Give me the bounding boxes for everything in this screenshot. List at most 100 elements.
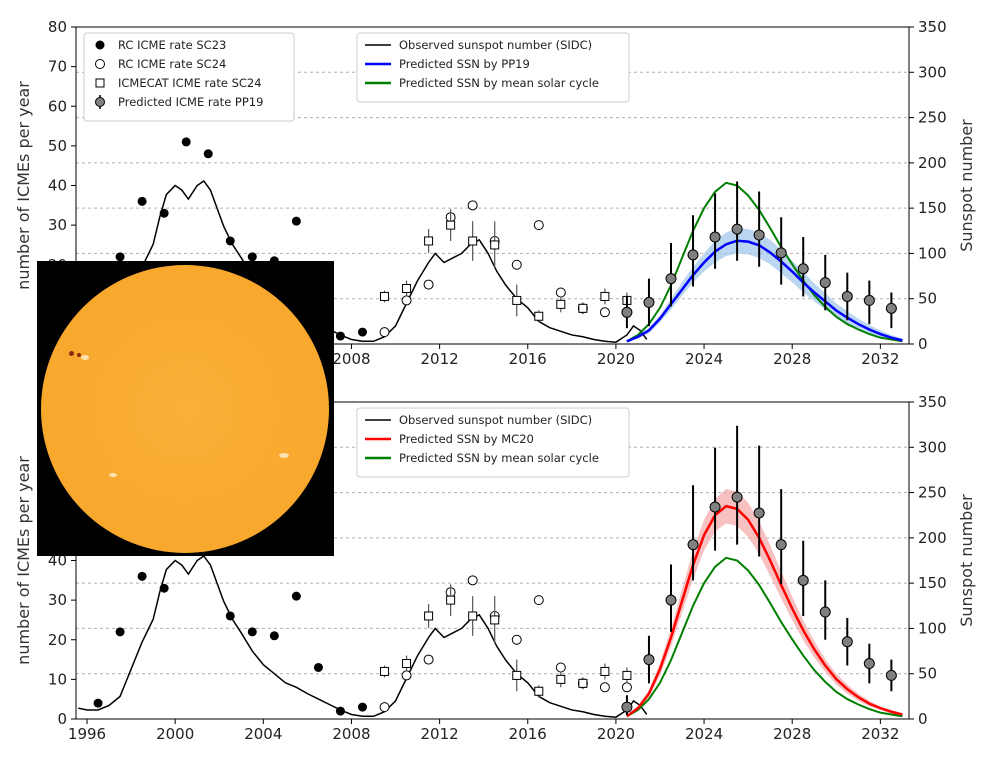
line-legend-box: [356, 32, 630, 103]
icmecat-sc24-point: [512, 670, 522, 680]
legend-predicted-marker: [95, 97, 105, 107]
y-left-tick-label: 10: [48, 670, 67, 688]
x-tick-label: 2032: [861, 350, 899, 368]
mean-cycle-ssn-line: [626, 181, 903, 343]
icmecat-sc24-point: [446, 595, 456, 605]
x-tick-label: 2004: [244, 725, 282, 743]
rc-sc24-point: [621, 682, 632, 693]
y-right-tick-label: 350: [918, 18, 947, 36]
rc-sc23-point: [335, 331, 345, 341]
observed-ssn-line: [78, 554, 648, 718]
y-right-tick-label: 200: [918, 154, 947, 172]
rc-sc24-point: [533, 220, 544, 231]
facula-icon: [109, 473, 117, 477]
icmecat-sc24-point: [622, 670, 632, 680]
rc-sc23-point: [137, 571, 147, 581]
icmecat-sc24-point: [600, 666, 610, 676]
icmecat-sc24-point: [490, 240, 500, 250]
rc-sc23-point: [247, 252, 257, 262]
rc-sc24-point: [511, 259, 522, 270]
y-left-tick-label: 80: [48, 18, 67, 36]
rc-sc24-point: [555, 287, 566, 298]
sun-disk-icon: [41, 265, 329, 553]
x-tick-label: 2008: [332, 350, 370, 368]
facula-icon: [81, 355, 89, 360]
legend-line-label: Predicted SSN by mean solar cycle: [399, 451, 599, 465]
y-left-tick-label: 40: [48, 552, 67, 570]
x-tick-label: 2024: [685, 350, 723, 368]
y-left-tick-label: 50: [48, 137, 67, 155]
x-tick-label: 2020: [597, 725, 635, 743]
y-left-axis-label: number of ICMEs per year: [14, 81, 33, 290]
line-legend-box: [356, 407, 630, 478]
x-tick-label: 2000: [156, 725, 194, 743]
x-tick-label: 2028: [773, 725, 811, 743]
y-right-tick-label: 250: [918, 109, 947, 127]
legend-line-label: Observed sunspot number (SIDC): [399, 413, 592, 427]
x-tick-label: 2024: [685, 725, 723, 743]
rc-sc24-point: [401, 670, 412, 681]
x-tick-label: 1996: [68, 725, 106, 743]
rc-sc23-point: [115, 252, 125, 262]
predicted-icme-point: [841, 636, 853, 648]
rc-sc23-point: [357, 327, 367, 337]
predicted-icme-point: [797, 574, 809, 586]
rc-sc23-point: [313, 662, 323, 672]
icmecat-sc24-point: [402, 659, 412, 669]
sunspot-icon: [77, 353, 81, 357]
predicted-icme-point: [753, 229, 765, 241]
facula-icon: [279, 453, 289, 458]
rc-sc24-point: [511, 634, 522, 645]
rc-sc23-point: [159, 583, 169, 593]
y-right-tick-label: 200: [918, 529, 947, 547]
icmecat-sc24-point: [534, 311, 544, 321]
predicted-icme-point: [709, 231, 721, 243]
rc-sc24-point: [599, 307, 610, 318]
x-tick-label: 2012: [421, 350, 459, 368]
predicted-icme-point: [797, 263, 809, 275]
y-left-tick-label: 20: [48, 631, 67, 649]
icmecat-sc24-point: [446, 220, 456, 230]
predicted-icme-point: [753, 507, 765, 519]
icmecat-sc24-point: [556, 674, 566, 684]
predicted-icme-point: [709, 501, 721, 513]
rc-sc24-point: [401, 295, 412, 306]
legend-line-label: Predicted SSN by mean solar cycle: [399, 76, 599, 90]
y-right-tick-label: 150: [918, 199, 947, 217]
legend-marker-label: RC ICME rate SC24: [118, 57, 226, 71]
rc-sc23-point: [93, 698, 103, 708]
rc-sc23-point: [181, 137, 191, 147]
y-right-tick-label: 50: [918, 665, 937, 683]
icmecat-sc24-point: [556, 299, 566, 309]
rc-sc23-point: [203, 149, 213, 159]
predicted-icme-point: [863, 658, 875, 670]
rc-sc23-point: [115, 627, 125, 637]
predicted-icme-point: [643, 654, 655, 666]
icmecat-sc24-point: [490, 615, 500, 625]
rc-sc23-point: [335, 706, 345, 716]
rc-sc23-point: [247, 627, 257, 637]
icmecat-sc24-point: [578, 303, 588, 313]
plot-area-top: [76, 27, 909, 343]
legend-icmecat-marker: [95, 78, 105, 88]
icmecat-sc24-point: [402, 284, 412, 294]
rc-sc23-point: [225, 611, 235, 621]
y-left-tick-label: 30: [48, 216, 67, 234]
legend-rc-sc24-marker: [95, 59, 105, 69]
legend-marker-label: RC ICME rate SC23: [118, 38, 226, 52]
predicted-ssn-line: [626, 504, 903, 718]
y-right-axis-label: Sunspot number: [957, 494, 976, 627]
y-right-tick-label: 0: [918, 710, 928, 728]
rc-sc24-point: [467, 200, 478, 211]
rc-sc24-point: [467, 575, 478, 586]
marker-legend-box: [83, 32, 295, 122]
rc-sc23-point: [357, 702, 367, 712]
predicted-icme-point: [885, 669, 897, 681]
predicted-icme-point: [643, 296, 655, 308]
icmecat-sc24-point: [468, 236, 478, 246]
predicted-icme-point: [775, 247, 787, 259]
legend-line-label: Observed sunspot number (SIDC): [399, 38, 592, 52]
rc-sc24-point: [379, 702, 390, 713]
rc-sc23-point: [225, 236, 235, 246]
